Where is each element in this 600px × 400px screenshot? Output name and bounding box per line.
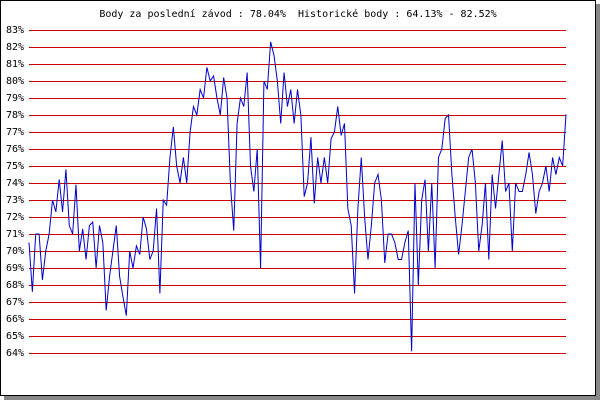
- y-tick-label: 83%: [6, 25, 24, 36]
- y-tick-label: 67%: [6, 297, 24, 308]
- y-tick-label: 80%: [6, 76, 24, 87]
- y-tick-label: 75%: [6, 161, 24, 172]
- y-tick-label: 69%: [6, 263, 24, 274]
- y-tick-label: 74%: [6, 178, 24, 189]
- y-tick-label: 64%: [6, 348, 24, 359]
- y-tick-label: 78%: [6, 110, 24, 121]
- chart-title: Body za poslední závod : 78.04% Historic…: [99, 8, 496, 20]
- y-tick-label: 77%: [6, 127, 24, 138]
- data-line: [28, 41, 567, 352]
- y-tick-label: 70%: [6, 246, 24, 257]
- y-tick-label: 73%: [6, 195, 24, 206]
- y-tick-label: 68%: [6, 280, 24, 291]
- y-tick-label: 82%: [6, 42, 24, 53]
- y-tick-label: 76%: [6, 144, 24, 155]
- y-tick-label: 66%: [6, 314, 24, 325]
- y-tick-label: 79%: [6, 93, 24, 104]
- y-tick-label: 65%: [6, 331, 24, 342]
- y-tick-label: 71%: [6, 229, 24, 240]
- y-tick-label: 72%: [6, 212, 24, 223]
- y-tick-label: 81%: [6, 59, 24, 70]
